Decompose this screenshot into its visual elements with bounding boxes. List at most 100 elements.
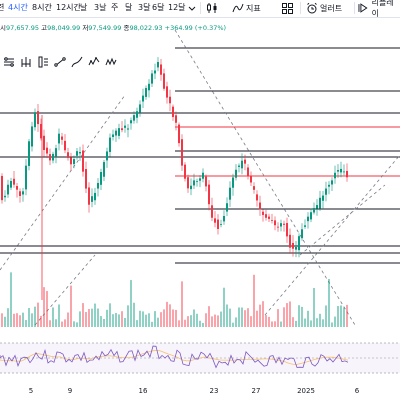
- candle-body: [91, 196, 93, 202]
- candle-body: [4, 195, 6, 198]
- timeframe-3d[interactable]: 3날: [94, 3, 107, 12]
- fib-retracement-icon[interactable]: [0, 55, 17, 69]
- templates-button[interactable]: [282, 1, 293, 15]
- candle-body: [268, 216, 270, 219]
- timeframe-6m[interactable]: 6달: [152, 3, 165, 12]
- candles-icon: [207, 3, 217, 13]
- candle-body: [109, 137, 111, 152]
- candle-body: [340, 168, 342, 173]
- time-label: 2025: [297, 387, 315, 395]
- volume-bar: [172, 309, 174, 327]
- volume-bar: [256, 310, 258, 327]
- volume-bar: [100, 316, 102, 327]
- candle-body: [133, 115, 135, 121]
- timeframe-1[interactable]: 련: [0, 3, 5, 12]
- long-position-icon[interactable]: [34, 55, 51, 69]
- candle-body: [76, 151, 78, 156]
- horizontal-ray-icon[interactable]: [51, 55, 68, 69]
- timeframe-12m[interactable]: 12달: [168, 3, 186, 12]
- timeframe-12h[interactable]: 12시간: [56, 3, 81, 12]
- candle-body: [250, 175, 252, 183]
- alert-label: 얼러트: [320, 3, 343, 13]
- volume-bar: [40, 315, 42, 327]
- volume-bar: [247, 308, 249, 327]
- time-axis[interactable]: 5 9 16 23 27 2025 6: [0, 384, 400, 400]
- timeframe-1w[interactable]: 주: [111, 3, 119, 12]
- volume-bar: [265, 315, 267, 327]
- timeframe-3m[interactable]: 3달: [138, 3, 151, 12]
- candle-body: [25, 165, 27, 190]
- volume-bar: [31, 313, 33, 327]
- candle-body: [235, 169, 237, 178]
- drawing-tools-row: [0, 55, 119, 69]
- volume-bar: [4, 316, 6, 327]
- volume-bar: [16, 313, 18, 327]
- candle-body: [292, 242, 294, 249]
- timeframe-1m[interactable]: 달: [125, 3, 133, 12]
- volume-bar: [103, 318, 105, 327]
- timeframe-1d[interactable]: 날: [80, 3, 88, 12]
- pitchfork-icon[interactable]: [17, 55, 34, 69]
- volume-bar: [88, 309, 90, 327]
- horizontal-levels[interactable]: [0, 47, 400, 264]
- candle-body: [307, 216, 309, 222]
- candle-body: [316, 205, 318, 209]
- volume-bar: [229, 308, 231, 327]
- volume-bar: [331, 322, 333, 327]
- trend-line: [264, 154, 400, 316]
- candle-body: [346, 170, 348, 178]
- ohlc-legend: 시97,657.95 고98,049.99 저97,549.99 종98,022…: [0, 22, 226, 32]
- timeframe-dropdown-button[interactable]: [188, 1, 196, 15]
- replay-button[interactable]: 리플레이: [358, 0, 400, 18]
- volume-bar: [136, 320, 138, 327]
- volume-bar: [127, 305, 129, 327]
- volume-bar: [133, 302, 135, 327]
- volume-bar: [190, 315, 192, 327]
- candle-body: [157, 62, 159, 68]
- candle-body: [265, 214, 267, 218]
- indicators-button[interactable]: 지표: [232, 1, 261, 15]
- volume-bar: [52, 307, 54, 327]
- candle-body: [331, 180, 333, 185]
- volume-bar: [151, 321, 153, 327]
- candle-body: [145, 88, 147, 97]
- candle-body: [232, 177, 234, 188]
- volume-bar: [307, 310, 309, 327]
- candle-body: [247, 167, 249, 177]
- timeframe-4h[interactable]: 4시간: [8, 3, 28, 12]
- volume-bar: [184, 319, 186, 327]
- volume-bar: [202, 322, 204, 327]
- volume-bar: [160, 312, 162, 327]
- close-value: 98,022.93: [129, 24, 163, 32]
- time-label: 5: [28, 387, 34, 395]
- candle-body: [184, 164, 186, 179]
- candle-body: [262, 211, 264, 215]
- candle-body: [322, 195, 324, 201]
- candle-body: [190, 185, 192, 190]
- toolbar-divider: [354, 2, 355, 14]
- volume-bar: [178, 320, 180, 327]
- volume-bar: [214, 314, 216, 327]
- candle-body: [220, 224, 222, 225]
- volume-bar: [115, 312, 117, 327]
- timeframe-8h[interactable]: 8시간: [32, 3, 52, 12]
- chart-type-button[interactable]: [206, 1, 218, 15]
- alert-button[interactable]: 얼러트: [306, 1, 342, 15]
- candle-body: [286, 223, 288, 237]
- replay-label: 리플레이: [371, 0, 394, 18]
- candle-body: [22, 191, 24, 195]
- candle-body: [100, 172, 102, 185]
- rsi-pane[interactable]: [0, 335, 400, 383]
- volume-bar: [28, 308, 30, 327]
- trend-lines[interactable]: [0, 29, 400, 326]
- candle-body: [82, 150, 84, 172]
- candle-body: [229, 187, 231, 200]
- time-label: 23: [209, 387, 219, 395]
- candle-body: [169, 96, 171, 104]
- pattern-icon[interactable]: [102, 55, 119, 69]
- volume-bar: [208, 306, 210, 327]
- brush-icon[interactable]: [68, 55, 85, 69]
- elliott-wave-icon[interactable]: [85, 55, 102, 69]
- candle-body: [178, 124, 180, 144]
